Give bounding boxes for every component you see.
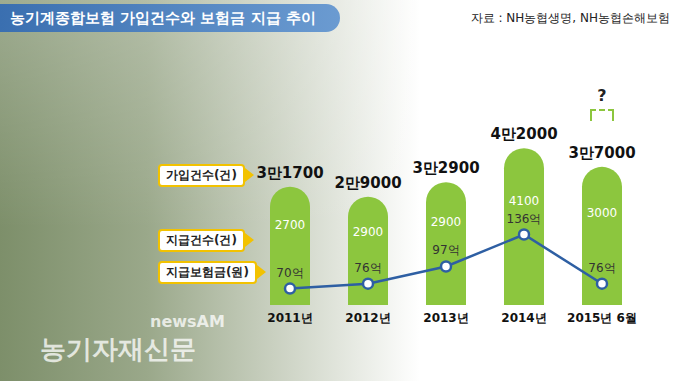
svg-text:4만2000: 4만2000 [490, 125, 557, 143]
html-text:지급건수(건): 지급건수(건) [166, 232, 237, 247]
svg-text:2012년: 2012년 [345, 311, 390, 325]
svg-text:3만2900: 3만2900 [412, 159, 479, 177]
svg-text:70억: 70억 [276, 266, 303, 280]
svg-text:2700: 2700 [275, 218, 306, 232]
html-text:농기자재신문: 농기자재신문 [40, 334, 196, 364]
html-text:가입건수(건): 가입건수(건) [166, 167, 237, 182]
html-text:newsAM: newsAM [150, 312, 225, 331]
svg-text:136억: 136억 [507, 212, 542, 226]
svg-text:2015년 6월: 2015년 6월 [567, 311, 637, 325]
svg-text:2013년: 2013년 [423, 311, 468, 325]
svg-text:76억: 76억 [588, 261, 615, 275]
html-text:지급보험금(원): 지급보험금(원) [166, 264, 249, 279]
svg-text:2900: 2900 [431, 215, 462, 229]
svg-text:4100: 4100 [509, 194, 540, 208]
svg-text:2011년: 2011년 [267, 311, 312, 325]
svg-text:76억: 76억 [354, 261, 381, 275]
svg-text:2900: 2900 [353, 225, 384, 239]
html-text:자료 : NH농협생명, NH농협손해보험: 자료 : NH농협생명, NH농협손해보험 [470, 11, 670, 25]
svg-text:97억: 97억 [432, 243, 459, 257]
svg-text:3000: 3000 [587, 206, 618, 220]
svg-text:2만9000: 2만9000 [334, 174, 401, 192]
svg-text:2014년: 2014년 [501, 311, 546, 325]
svg-text:3만1700: 3만1700 [256, 164, 323, 182]
html-text:농기계종합보험 가입건수와 보험금 지급 추이: 농기계종합보험 가입건수와 보험금 지급 추이 [10, 9, 316, 27]
svg-text:3만7000: 3만7000 [568, 144, 635, 162]
